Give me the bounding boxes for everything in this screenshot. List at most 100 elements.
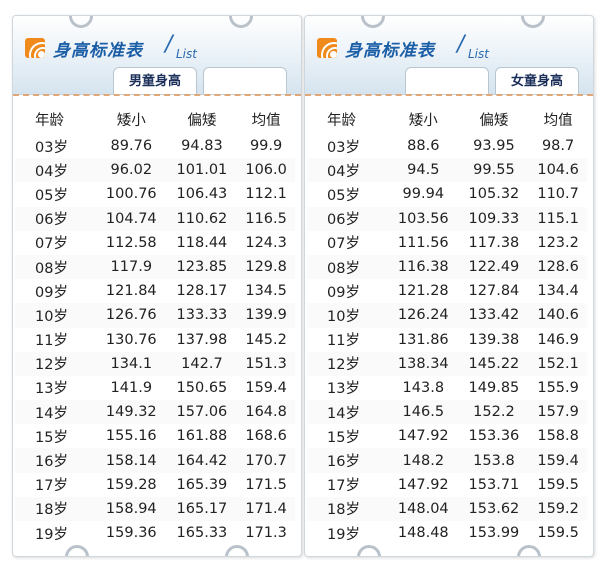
logo-icon	[25, 38, 45, 58]
cell-age: 06岁	[15, 206, 96, 231]
boys-table-body: 03岁 89.76 94.83 99.9 04岁 96.02 101.01 106.0 05岁 1…	[15, 134, 295, 546]
cell-short: 143.8	[388, 375, 459, 401]
col-mean: 均值	[251, 112, 281, 129]
table-row: 04岁 94.5 99.55 104.6	[307, 158, 587, 183]
cell-short: 96.02	[96, 158, 167, 183]
cell-age: 19岁	[15, 521, 96, 546]
cell-age: 18岁	[15, 496, 96, 521]
cell-below-avg: 101.01	[166, 158, 238, 183]
table-row: 12岁 134.1 142.7 151.3	[15, 351, 295, 376]
cell-below-avg: 145.22	[458, 351, 530, 376]
cell-age: 14岁	[15, 400, 96, 425]
cell-age: 18岁	[307, 496, 388, 521]
cell-short: 158.14	[96, 448, 167, 473]
cell-age: 09岁	[307, 279, 388, 304]
cell-age: 13岁	[307, 375, 388, 401]
girls-height-table: 年龄 矮小 偏矮 均值 03岁 88.6 93.95 98.7 04岁 94.5 99.55…	[307, 104, 587, 546]
cell-below-avg: 109.33	[458, 206, 530, 231]
col-below-avg: 偏矮	[479, 112, 509, 129]
header-divider	[13, 94, 301, 96]
table-row: 16岁 148.2 153.8 159.4	[307, 448, 587, 473]
cell-age: 13岁	[15, 375, 96, 401]
girls-table-body: 03岁 88.6 93.95 98.7 04岁 94.5 99.55 104.6 05岁 99.9…	[307, 134, 587, 546]
cell-below-avg: 105.32	[458, 182, 530, 207]
cell-age: 12岁	[15, 351, 96, 376]
header-divider	[305, 94, 593, 96]
tab-boys-height[interactable]	[405, 67, 489, 94]
cell-short: 158.94	[96, 496, 167, 521]
cell-below-avg: 142.7	[166, 351, 238, 376]
cell-below-avg: 128.17	[166, 279, 238, 304]
panel-subtitle: List	[176, 47, 197, 61]
cell-age: 05岁	[15, 182, 96, 207]
cell-short: 147.92	[388, 424, 459, 449]
cell-mean: 159.5	[529, 521, 587, 546]
cell-below-avg: 139.38	[458, 327, 530, 352]
cell-below-avg: 165.33	[166, 521, 238, 546]
cell-mean: 152.1	[529, 351, 587, 376]
cell-below-avg: 153.71	[458, 472, 530, 497]
cell-mean: 129.8	[237, 254, 295, 280]
table-row: 17岁 147.92 153.71 159.5	[307, 472, 587, 497]
cell-below-avg: 165.17	[166, 496, 238, 521]
cell-age: 08岁	[15, 254, 96, 280]
cell-age: 03岁	[307, 134, 388, 159]
cell-short: 103.56	[388, 206, 459, 231]
table-row: 08岁 116.38 122.49 128.6	[307, 254, 587, 280]
tab-girls-height[interactable]	[203, 67, 287, 94]
table-row: 10岁 126.24 133.42 140.6	[307, 303, 587, 328]
cell-age: 10岁	[15, 303, 96, 328]
table-row: 18岁 158.94 165.17 171.4	[15, 496, 295, 521]
cell-below-avg: 150.65	[166, 375, 238, 401]
cell-below-avg: 149.85	[458, 375, 530, 401]
cell-mean: 158.8	[529, 424, 587, 449]
cell-below-avg: 94.83	[166, 134, 238, 159]
table-row: 16岁 158.14 164.42 170.7	[15, 448, 295, 473]
cell-short: 100.76	[96, 182, 167, 207]
cell-mean: 134.4	[529, 279, 587, 304]
table-row: 03岁 88.6 93.95 98.7	[307, 134, 587, 159]
cell-below-avg: 106.43	[166, 182, 238, 207]
cell-mean: 106.0	[237, 158, 295, 183]
table-row: 05岁 100.76 106.43 112.1	[15, 182, 295, 207]
cell-mean: 134.5	[237, 279, 295, 304]
cell-short: 148.04	[388, 496, 459, 521]
tab-girls-height[interactable]: 女童身高	[495, 67, 579, 94]
binder-ring-icon	[65, 545, 89, 556]
binder-ring-icon	[357, 545, 381, 556]
cell-mean: 139.9	[237, 303, 295, 328]
tab-boys-height[interactable]: 男童身高	[113, 67, 197, 94]
cell-short: 148.48	[388, 521, 459, 546]
binder-ring-icon	[517, 545, 541, 556]
table-row: 10岁 126.76 133.33 139.9	[15, 303, 295, 328]
col-age: 年龄	[35, 112, 64, 129]
cell-age: 15岁	[307, 424, 388, 449]
cell-mean: 170.7	[237, 448, 295, 473]
cell-short: 112.58	[96, 230, 167, 255]
cell-below-avg: 122.49	[458, 254, 530, 280]
cell-age: 16岁	[307, 448, 388, 473]
logo-icon	[317, 38, 337, 58]
table-row: 04岁 96.02 101.01 106.0	[15, 158, 295, 183]
cell-below-avg: 127.84	[458, 279, 530, 304]
cell-short: 149.32	[96, 400, 167, 425]
table-row: 03岁 89.76 94.83 99.9	[15, 134, 295, 159]
binder-ring-icon	[225, 545, 249, 556]
cell-age: 11岁	[15, 327, 96, 352]
table-row: 06岁 104.74 110.62 116.5	[15, 206, 295, 231]
cell-age: 15岁	[15, 424, 96, 449]
cell-mean: 124.3	[237, 230, 295, 255]
table-row: 15岁 147.92 153.36 158.8	[307, 424, 587, 449]
cell-mean: 98.7	[529, 134, 587, 159]
cell-mean: 99.9	[237, 134, 295, 159]
table-row: 19岁 148.48 153.99 159.5	[307, 521, 587, 546]
cell-mean: 145.2	[237, 327, 295, 352]
cell-short: 131.86	[388, 327, 459, 352]
table-row: 08岁 117.9 123.85 129.8	[15, 254, 295, 280]
cell-mean: 171.5	[237, 472, 295, 497]
cell-below-avg: 165.39	[166, 472, 238, 497]
table-row: 09岁 121.28 127.84 134.4	[307, 279, 587, 304]
table-row: 06岁 103.56 109.33 115.1	[307, 206, 587, 231]
cell-below-avg: 110.62	[166, 206, 238, 231]
cell-short: 159.28	[96, 472, 167, 497]
